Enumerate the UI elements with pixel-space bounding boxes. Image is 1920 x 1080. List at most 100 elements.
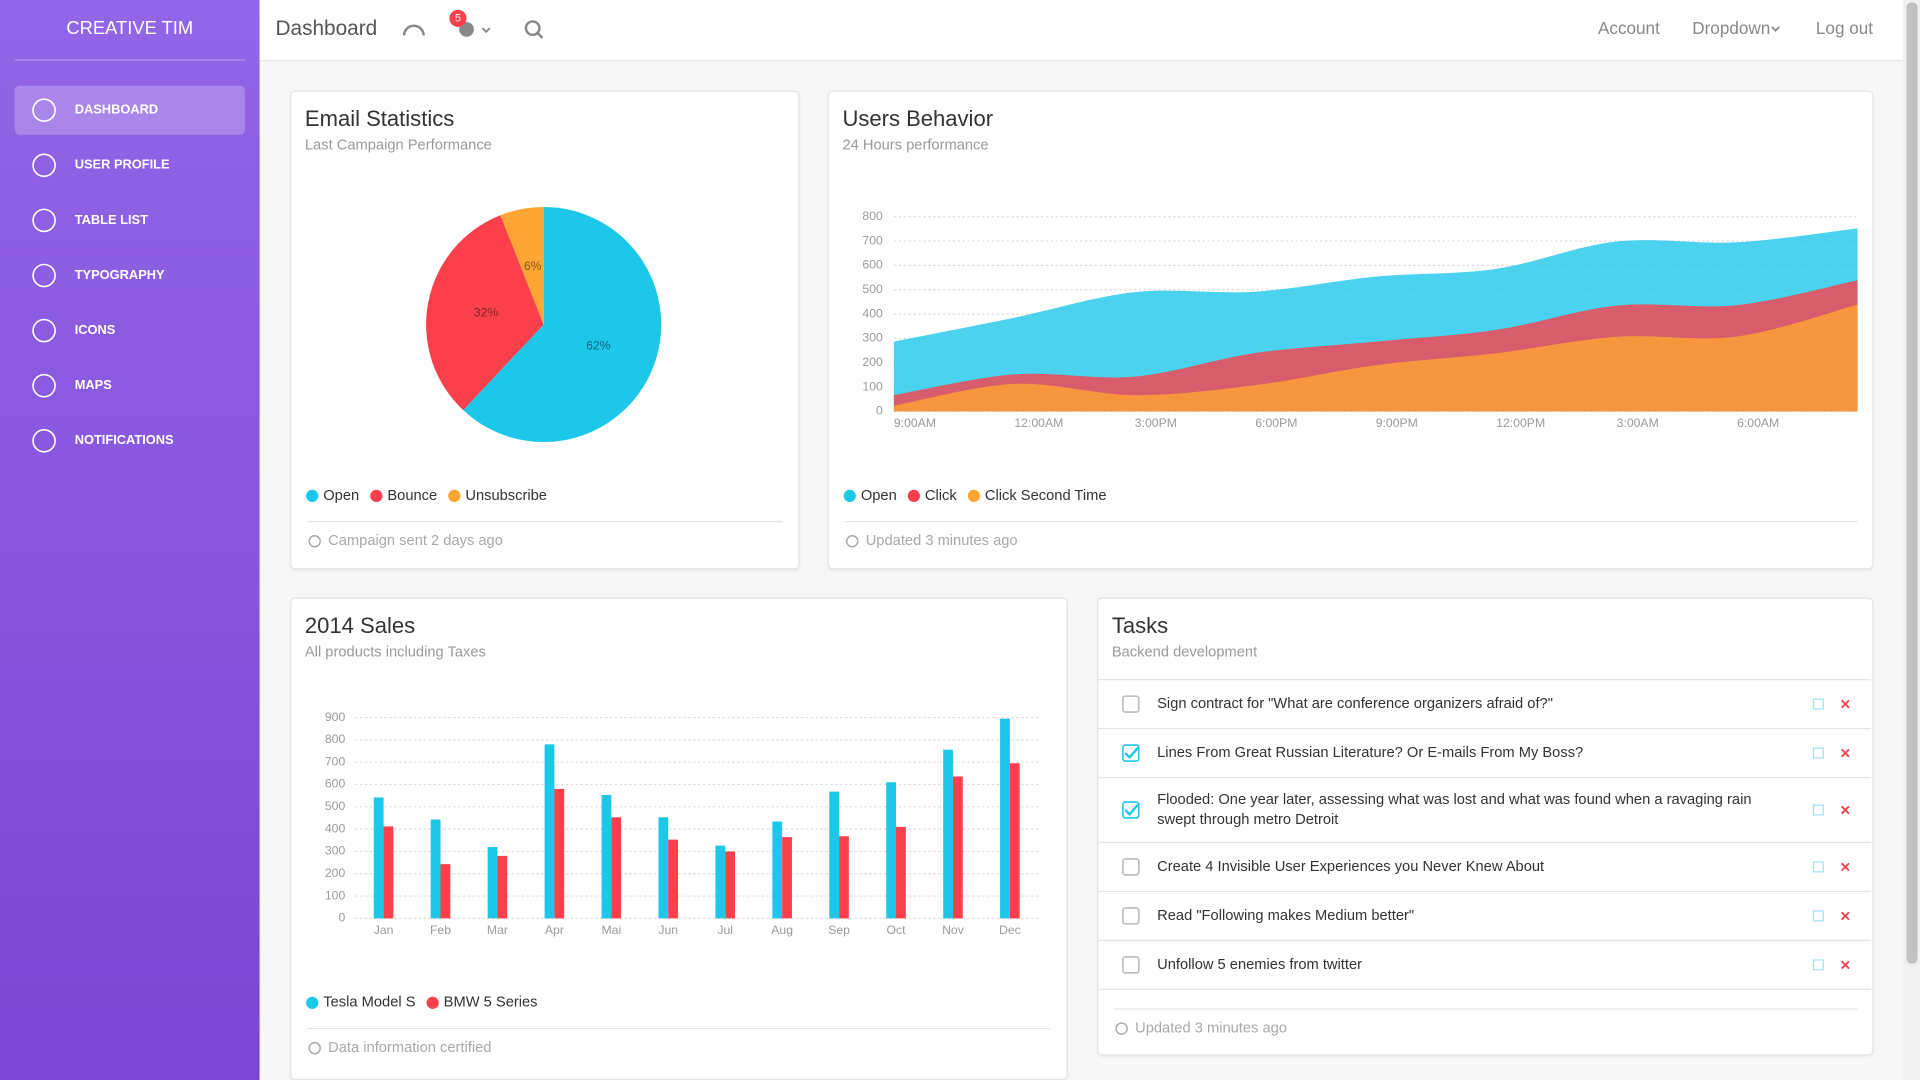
task-text: Read "Following makes Medium better"	[1157, 908, 1414, 924]
remove-button[interactable]	[1840, 862, 1850, 872]
scrollbar-thumb[interactable]	[1906, 2, 1918, 964]
x-tick-label: Jun	[658, 923, 678, 937]
checkbox[interactable]	[1122, 956, 1140, 974]
task-text: Unfollow 5 enemies from twitter	[1157, 957, 1362, 973]
bar	[1000, 718, 1010, 919]
edit-button[interactable]	[1812, 747, 1824, 759]
bar	[497, 855, 508, 919]
x-tick-label: 6:00AM	[1737, 416, 1779, 430]
x-tick-label: 9:00AM	[894, 416, 936, 430]
bar	[373, 797, 384, 919]
legend-label: Click Second Time	[985, 488, 1107, 504]
edit-button[interactable]	[1812, 910, 1824, 922]
bar	[896, 826, 906, 919]
nav-item[interactable]: TYPOGRAPHY	[75, 267, 165, 282]
card-title: Users Behavior	[842, 106, 993, 131]
nav-icon	[32, 208, 56, 233]
badge-count: 5	[455, 12, 461, 24]
card-footer: Updated 3 minutes ago	[1135, 1020, 1287, 1036]
pie-slice	[426, 215, 544, 411]
remove-button[interactable]	[1840, 960, 1850, 970]
slice-label: 32%	[474, 306, 499, 320]
x-tick-label: Mar	[487, 923, 508, 937]
remove-button[interactable]	[1840, 911, 1850, 921]
edit-button[interactable]	[1812, 804, 1824, 816]
edit-button[interactable]	[1812, 698, 1824, 710]
card-footer: Data information certified	[328, 1040, 491, 1056]
y-tick-label: 500	[862, 282, 883, 296]
checkbox[interactable]	[1122, 858, 1140, 876]
task-line: Flooded: One year later, assessing what …	[1157, 792, 1751, 808]
bar	[658, 817, 669, 919]
footer-icon	[308, 1041, 321, 1055]
nav-link[interactable]: Dropdown	[1692, 18, 1770, 38]
bar	[952, 776, 963, 919]
slice-label: 6%	[524, 259, 542, 273]
nav-icon	[32, 429, 56, 453]
y-tick-label: 700	[325, 754, 346, 768]
card-subtitle: Last Campaign Performance	[305, 138, 492, 154]
remove-button[interactable]	[1840, 748, 1850, 758]
checkbox[interactable]	[1122, 744, 1140, 762]
legend-label: Open	[861, 488, 897, 504]
nav-item[interactable]: ICONS	[75, 322, 116, 337]
legend-label: BMW 5 Series	[444, 995, 538, 1011]
card-title: Tasks	[1112, 613, 1168, 638]
pie-slice	[463, 206, 662, 443]
globe-icon[interactable]	[459, 22, 474, 37]
checkbox[interactable]	[1122, 907, 1140, 925]
check-mark	[1124, 746, 1140, 760]
nav-item[interactable]: MAPS	[75, 377, 113, 392]
brand[interactable]: CREATIVE TIM	[66, 17, 193, 38]
nav-item[interactable]: DASHBOARD	[75, 102, 158, 117]
y-tick-label: 100	[325, 888, 346, 902]
x-tick-label: Jan	[374, 923, 394, 937]
card-footer: Campaign sent 2 days ago	[328, 533, 503, 549]
edit-button[interactable]	[1812, 959, 1824, 971]
nav-icon	[32, 98, 56, 123]
dashboard-icon[interactable]	[402, 24, 425, 36]
x-tick-label: 6:00PM	[1255, 416, 1297, 430]
card-footer: Updated 3 minutes ago	[866, 533, 1018, 549]
x-tick-label: Dec	[999, 923, 1021, 937]
remove-button[interactable]	[1840, 699, 1850, 709]
y-tick-label: 800	[862, 209, 883, 223]
bar	[715, 845, 726, 919]
nav-item[interactable]: TABLE LIST	[75, 212, 148, 227]
x-tick-label: Feb	[430, 923, 451, 937]
remove-button[interactable]	[1840, 805, 1850, 815]
y-tick-label: 800	[325, 732, 346, 746]
edit-button[interactable]	[1812, 861, 1824, 873]
nav-link[interactable]: Account	[1598, 18, 1660, 38]
bar	[772, 821, 783, 919]
checkbox[interactable]	[1122, 801, 1140, 819]
card-title: Email Statistics	[305, 106, 454, 131]
caret	[1771, 26, 1780, 32]
y-tick-label: 0	[876, 404, 883, 418]
footer-icon	[308, 534, 321, 548]
legend-label: Tesla Model S	[323, 995, 415, 1011]
y-tick-label: 500	[325, 799, 346, 813]
y-tick-label: 400	[325, 821, 346, 835]
slice-label: 62%	[586, 338, 611, 352]
task-text: Create 4 Invisible User Experiences you …	[1157, 859, 1544, 875]
x-tick-label: Apr	[545, 923, 564, 937]
nav-icon	[32, 373, 56, 398]
legend-marker	[907, 489, 921, 503]
y-tick-label: 300	[862, 331, 883, 345]
bar	[611, 817, 622, 919]
page-title: Dashboard	[276, 17, 378, 40]
nav-item[interactable]: USER PROFILE	[75, 157, 170, 172]
card-title: 2014 Sales	[305, 613, 415, 638]
nav-link[interactable]: Log out	[1816, 18, 1873, 38]
search-icon[interactable]	[524, 20, 541, 37]
checkbox[interactable]	[1122, 695, 1140, 713]
navbar	[259, 0, 1903, 62]
nav-item[interactable]: NOTIFICATIONS	[75, 432, 174, 447]
y-tick-label: 900	[325, 710, 346, 724]
x-tick-label: Sep	[828, 923, 850, 937]
bar	[601, 794, 612, 919]
